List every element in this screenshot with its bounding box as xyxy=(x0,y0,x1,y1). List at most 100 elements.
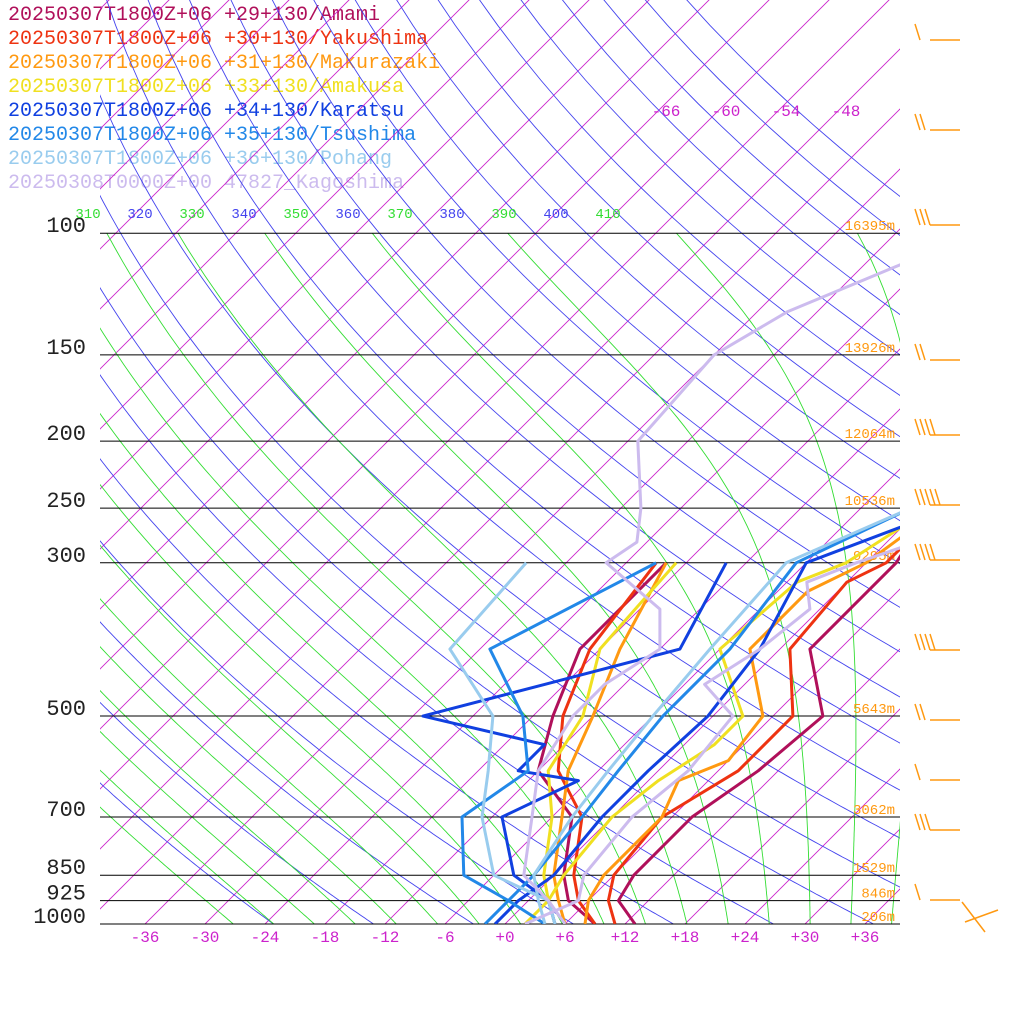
temperature-tick-label: +36 xyxy=(851,929,880,947)
theta-label: 310 xyxy=(75,207,100,223)
moist-adiabat-line xyxy=(100,730,315,924)
temperature-tick-label: -6 xyxy=(435,929,454,947)
dry-adiabat-line xyxy=(100,782,275,924)
isotherm-label: -60 xyxy=(712,103,741,121)
isotherm-line xyxy=(100,0,710,610)
pressure-label: 250 xyxy=(46,489,86,514)
pressure-label: 500 xyxy=(46,697,86,722)
wind-barb xyxy=(914,763,960,781)
wind-barb xyxy=(914,633,960,651)
moist-adiabat-line xyxy=(177,232,688,924)
moist-adiabat-line xyxy=(371,232,770,924)
dewpoint-profile-line xyxy=(536,561,668,924)
legend-entry: 20250307T1800Z+06 +31+130/Makurazaki xyxy=(8,52,441,75)
dry-adiabat-line xyxy=(561,0,900,316)
dry-adiabat-line xyxy=(230,0,900,653)
legend-entry: 20250307T1800Z+06 +34+130/Karatsu xyxy=(8,100,405,123)
temperature-tick-label: +12 xyxy=(611,929,640,947)
temperature-tick-label: +30 xyxy=(791,929,820,947)
isotherm-label: -48 xyxy=(832,103,861,121)
dry-adiabat-line xyxy=(100,621,475,924)
dewpoint-profile-line xyxy=(522,263,900,924)
height-label: 16395m xyxy=(845,219,895,235)
isotherm-line xyxy=(864,888,900,924)
wind-barb xyxy=(914,813,960,831)
theta-label: 380 xyxy=(439,207,464,223)
temperature-profile-line xyxy=(616,554,900,924)
isotherm-line xyxy=(100,0,470,370)
legend-entry: 20250307T1800Z+06 +35+130/Tsushima xyxy=(8,124,417,147)
dry-adiabat-line xyxy=(100,701,375,924)
legend-entry: 20250307T1800Z+06 +33+130/Amakusa xyxy=(8,76,405,99)
temperature-profile-line xyxy=(583,536,900,924)
isotherm-line xyxy=(384,408,900,924)
pressure-label: 850 xyxy=(46,856,86,881)
pressure-label: 200 xyxy=(46,422,86,447)
isotherm-label: -66 xyxy=(652,103,681,121)
isobars xyxy=(100,232,900,925)
legend-entry: 20250307T1800Z+06 +29+130/Amami xyxy=(8,4,381,27)
dry-adiabat-line xyxy=(313,0,900,565)
legend-entry: 20250307T1800Z+06 +30+130/Yakushima xyxy=(8,28,429,51)
isotherm-line xyxy=(100,48,900,850)
isotherm-line xyxy=(444,468,900,924)
temperature-profile-line xyxy=(524,546,900,924)
wind-barb xyxy=(914,543,960,561)
height-label: 3062m xyxy=(853,803,895,819)
isotherm-line xyxy=(100,108,900,910)
isotherm-label: -54 xyxy=(772,103,801,121)
dewpoint-profile-line xyxy=(556,561,658,924)
pressure-label: 300 xyxy=(46,544,86,569)
isotherm-line xyxy=(264,288,900,924)
isotherm-line xyxy=(100,0,290,190)
wind-barb xyxy=(914,883,960,901)
pressure-label: 150 xyxy=(46,336,86,361)
wind-barb xyxy=(914,23,960,41)
wind-barb xyxy=(914,113,960,131)
moist-adiabat-line xyxy=(100,806,234,924)
temperature-profile-line xyxy=(483,511,900,924)
isotherm-line xyxy=(100,0,590,490)
isotherm-line xyxy=(324,348,900,924)
dry-adiabat-line xyxy=(354,0,900,522)
temperature-tick-label: -18 xyxy=(311,929,340,947)
height-label: 13926m xyxy=(845,341,895,357)
wind-barbs xyxy=(914,23,999,933)
height-label: 10536m xyxy=(845,494,895,510)
height-label: 846m xyxy=(861,887,895,903)
temperature-tick-label: +18 xyxy=(671,929,700,947)
profiles xyxy=(421,263,900,924)
isotherm-line xyxy=(144,168,900,924)
moist-adiabat-line xyxy=(100,412,563,924)
temperature-tick-label: +6 xyxy=(555,929,574,947)
moist-adiabat-line xyxy=(100,769,275,924)
isotherm-line xyxy=(564,588,900,924)
legend-entry: 20250307T1800Z+06 +36+130/Pohang xyxy=(8,148,393,171)
moist-adiabat-line xyxy=(100,544,480,924)
wind-barb xyxy=(914,343,960,361)
temperature-tick-label: +24 xyxy=(731,929,760,947)
temperature-profile-line xyxy=(606,546,900,924)
dry-adiabat-line xyxy=(106,0,900,791)
dry-adiabat-line xyxy=(100,540,575,924)
isotherm-line xyxy=(504,528,900,924)
moist-adiabat-line xyxy=(100,483,522,924)
theta-label: 330 xyxy=(179,207,204,223)
temperature-tick-label: -12 xyxy=(371,929,400,947)
axis-labels: 100 16395m 150 13926m 200 12064m 250 10536m 300 9… xyxy=(33,103,895,947)
isotherm-line xyxy=(100,0,890,790)
height-label: 12064m xyxy=(845,427,895,443)
theta-label: 340 xyxy=(231,207,256,223)
isotherm-line xyxy=(100,0,110,10)
theta-label: 370 xyxy=(387,207,412,223)
moist-adiabat-line xyxy=(507,232,811,924)
isotherm-line xyxy=(910,0,1024,939)
theta-label: 350 xyxy=(283,207,308,223)
wind-barb xyxy=(914,703,960,721)
moist-adiabat-line xyxy=(100,598,439,924)
moist-adiabat-line xyxy=(676,232,857,924)
pressure-label: 1000 xyxy=(33,905,86,930)
theta-label: 320 xyxy=(127,207,152,223)
isotherm-line xyxy=(100,0,830,730)
height-label: 1529m xyxy=(853,861,895,877)
